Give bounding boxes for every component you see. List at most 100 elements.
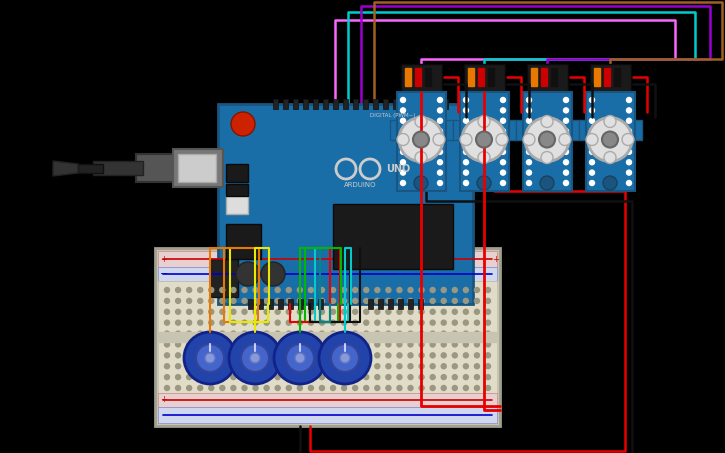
Circle shape [375,364,380,369]
Circle shape [463,299,468,304]
Circle shape [442,288,446,293]
Circle shape [486,299,491,304]
Circle shape [276,342,280,347]
Circle shape [175,364,181,369]
Circle shape [352,386,357,390]
Circle shape [375,299,380,304]
Circle shape [563,180,568,185]
Circle shape [175,320,181,325]
Circle shape [264,299,269,304]
Circle shape [242,364,247,369]
Bar [343,99,348,109]
Circle shape [261,262,285,286]
Circle shape [463,320,468,325]
Circle shape [242,342,247,347]
Bar [308,299,313,309]
Circle shape [209,320,214,325]
Circle shape [297,375,302,380]
Circle shape [198,320,203,325]
Bar [527,64,568,94]
Circle shape [589,129,594,134]
Circle shape [264,386,269,390]
Circle shape [563,108,568,113]
Circle shape [626,97,631,102]
Circle shape [589,108,594,113]
Circle shape [486,375,491,380]
Circle shape [250,353,260,363]
Circle shape [253,331,258,336]
Circle shape [604,116,616,128]
Bar [579,120,587,140]
Bar [226,224,261,259]
Bar [353,99,358,109]
Circle shape [442,353,446,358]
Circle shape [253,375,258,380]
Circle shape [463,180,468,185]
Circle shape [209,288,214,293]
Circle shape [397,288,402,293]
Circle shape [474,353,479,358]
Circle shape [205,353,215,363]
Circle shape [452,309,457,314]
Circle shape [209,309,214,314]
Bar [551,68,557,86]
Circle shape [236,262,260,286]
Circle shape [386,288,391,293]
Circle shape [442,331,446,336]
Circle shape [220,299,225,304]
Circle shape [297,364,302,369]
Circle shape [563,139,568,144]
Circle shape [308,364,313,369]
Circle shape [437,139,442,144]
Circle shape [165,309,170,314]
Circle shape [209,331,214,336]
Circle shape [220,386,225,390]
Circle shape [364,342,369,347]
Circle shape [320,353,325,358]
Circle shape [352,331,357,336]
Circle shape [526,180,531,185]
Circle shape [430,353,435,358]
Circle shape [231,288,236,293]
Bar [273,99,278,109]
Circle shape [474,288,479,293]
Circle shape [264,331,269,336]
Circle shape [297,309,302,314]
Circle shape [400,149,405,154]
Bar [516,120,524,140]
Text: +: + [160,395,167,405]
Circle shape [500,139,505,144]
Circle shape [460,134,472,145]
Circle shape [364,331,369,336]
Circle shape [386,331,391,336]
Circle shape [437,149,442,154]
Circle shape [364,364,369,369]
Circle shape [175,309,181,314]
Circle shape [364,320,369,325]
Circle shape [400,160,405,165]
Circle shape [437,129,442,134]
Circle shape [308,299,313,304]
Circle shape [386,364,391,369]
Circle shape [408,375,413,380]
Circle shape [419,288,424,293]
Circle shape [386,309,391,314]
Circle shape [165,342,170,347]
Circle shape [525,117,569,162]
Bar [258,299,263,309]
Circle shape [231,112,255,136]
Circle shape [430,375,435,380]
Circle shape [331,309,336,314]
Circle shape [264,309,269,314]
Circle shape [220,364,225,369]
Circle shape [286,342,291,347]
Circle shape [308,288,313,293]
Bar [158,393,497,407]
Circle shape [500,149,505,154]
Circle shape [463,353,468,358]
Circle shape [419,364,424,369]
Bar [218,104,473,304]
Circle shape [297,386,302,390]
Bar [541,68,547,86]
Circle shape [308,375,313,380]
